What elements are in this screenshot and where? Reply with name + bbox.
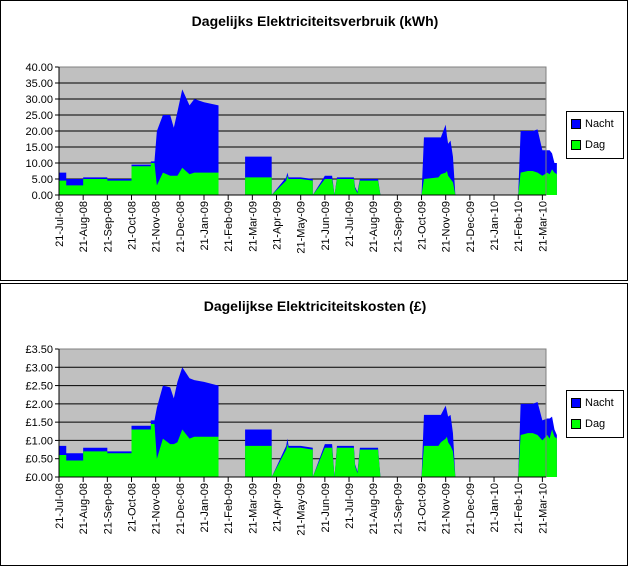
area-nacht <box>59 89 557 195</box>
x-tick-label: 21-Apr-09 <box>272 201 284 250</box>
x-tick-label: 21-May-09 <box>296 483 308 536</box>
y-tick-label: 25.00 <box>25 110 53 122</box>
legend-item-dag: Dag <box>571 138 605 152</box>
x-tick-label: 21-Dec-08 <box>175 201 187 252</box>
legend-swatch-dag <box>571 140 581 150</box>
y-tick-label: 30.00 <box>25 94 53 106</box>
x-tick-label: 21-Nov-08 <box>151 483 163 534</box>
x-tick-label: 21-Jan-10 <box>489 201 501 251</box>
x-tick-label: 21-Oct-09 <box>417 201 429 250</box>
chart-kwh: Dagelijks Elektriciteitsverbruik (kWh) 0… <box>0 0 628 281</box>
x-tick-label: 21-Feb-09 <box>223 201 235 252</box>
x-tick-label: 21-Sep-08 <box>102 201 114 252</box>
y-tick-label: £0.50 <box>25 454 53 466</box>
legend-label-nacht: Nacht <box>585 397 614 409</box>
x-tick-label: 21-Mar-09 <box>247 483 259 534</box>
x-tick-label: 21-Nov-09 <box>441 483 453 534</box>
legend-item-dag: Dag <box>571 417 605 431</box>
x-tick-label: 21-Oct-08 <box>127 483 139 532</box>
y-tick-label: 5.00 <box>32 174 53 186</box>
legend-label-dag: Dag <box>585 139 606 151</box>
y-tick-label: £1.00 <box>25 435 53 447</box>
x-tick-label: 21-Oct-09 <box>417 483 429 532</box>
legend-swatch-nacht <box>571 398 581 408</box>
y-tick-label: 10.00 <box>25 158 53 170</box>
x-tick-label: 21-Feb-10 <box>513 483 525 534</box>
legend: Nacht Dag <box>566 390 624 438</box>
legend-item-nacht: Nacht <box>571 117 614 131</box>
y-tick-label: £0.00 <box>25 472 53 484</box>
x-tick-label: 21-May-09 <box>296 201 308 254</box>
legend-swatch-nacht <box>571 119 581 129</box>
y-tick-label: 15.00 <box>25 142 53 154</box>
x-tick-label: 21-Dec-09 <box>465 483 477 534</box>
legend: Nacht Dag <box>566 111 624 159</box>
x-tick-label: 21-Dec-09 <box>465 201 477 252</box>
y-tick-label: 40.00 <box>25 62 53 74</box>
y-tick-label: 20.00 <box>25 126 53 138</box>
x-tick-label: 21-Apr-09 <box>272 483 284 532</box>
y-tick-label: 0.00 <box>32 190 53 202</box>
x-tick-label: 21-Sep-08 <box>102 483 114 534</box>
chart-cost-plot: £0.00 £0.50 £1.00 £1.50 £2.00 £2.50 £3.00 £3.50… <box>25 344 557 536</box>
y-tick-label: £3.00 <box>25 362 53 374</box>
x-tick-label: 21-Feb-10 <box>513 201 525 252</box>
x-tick-label: 21-Sep-09 <box>392 201 404 252</box>
x-tick-label: 21-Jun-09 <box>320 483 332 533</box>
x-tick-label: 21-Jul-08 <box>54 201 66 247</box>
x-tick-label: 21-Oct-08 <box>127 201 139 250</box>
legend-swatch-dag <box>571 419 581 429</box>
chart-cost: Dagelijkse Elektriciteitskosten (£) £0.0… <box>0 283 628 566</box>
chart-title: Dagelijks Elektriciteitsverbruik (kWh) <box>191 13 439 29</box>
x-tick-label: 21-Aug-08 <box>78 483 90 534</box>
x-tick-label: 21-Nov-09 <box>441 201 453 252</box>
x-tick-label: 21-Mar-10 <box>537 201 549 252</box>
chart-kwh-plot: 0.00 5.00 10.00 15.00 20.00 25.00 30.00 35.00 40… <box>25 62 557 254</box>
x-tick-label: 21-Aug-09 <box>368 201 380 252</box>
legend-label-dag: Dag <box>585 418 606 430</box>
y-tick-label: £2.00 <box>25 399 53 411</box>
x-tick-label: 21-Jan-10 <box>489 483 501 533</box>
x-tick-label: 21-Aug-08 <box>78 201 90 252</box>
x-tick-label: 21-Aug-09 <box>368 483 380 534</box>
x-tick-label: 21-Jul-09 <box>344 483 356 529</box>
x-tick-label: 21-Jul-09 <box>344 201 356 247</box>
x-tick-label: 21-Jun-09 <box>320 201 332 251</box>
y-tick-label: £1.50 <box>25 417 53 429</box>
x-tick-label: 21-Dec-08 <box>175 483 187 534</box>
x-tick-label: 21-Sep-09 <box>392 483 404 534</box>
y-tick-label: £3.50 <box>25 344 53 356</box>
x-tick-label: 21-Mar-09 <box>247 201 259 252</box>
y-tick-label: £2.50 <box>25 381 53 393</box>
chart-title: Dagelijkse Elektriciteitskosten (£) <box>203 298 427 314</box>
x-tick-label: 21-Jul-08 <box>54 483 66 529</box>
x-tick-label: 21-Feb-09 <box>223 483 235 534</box>
legend-label-nacht: Nacht <box>585 118 614 130</box>
x-tick-label: 21-Nov-08 <box>151 201 163 252</box>
legend-item-nacht: Nacht <box>571 396 614 410</box>
x-tick-label: 21-Jan-09 <box>199 201 211 251</box>
x-tick-label: 21-Jan-09 <box>199 483 211 533</box>
y-tick-label: 35.00 <box>25 78 53 90</box>
area-dag <box>59 163 557 195</box>
x-tick-label: 21-Mar-10 <box>537 483 549 534</box>
area-dag <box>59 423 557 477</box>
